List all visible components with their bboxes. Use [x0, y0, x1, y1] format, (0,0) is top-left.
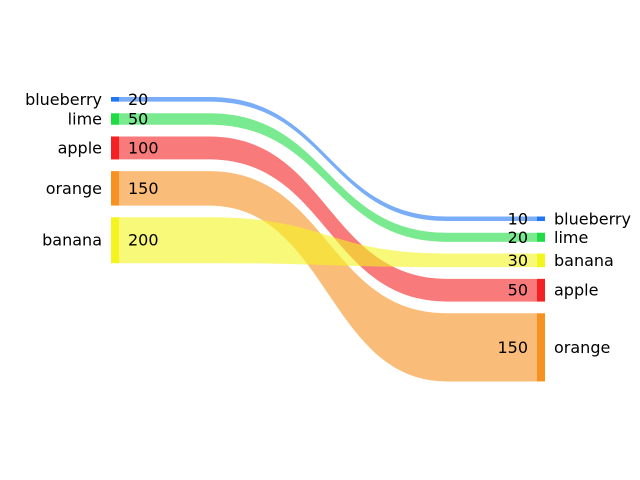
left-node-blueberry — [111, 97, 119, 102]
nodes-layer — [111, 97, 545, 382]
flow-lime-to-lime — [119, 113, 537, 242]
left-value-banana: 200 — [128, 231, 159, 250]
flow-apple-to-apple — [119, 136, 537, 302]
right-label-apple: apple — [554, 281, 598, 300]
right-node-orange — [537, 313, 545, 382]
right-label-blueberry: blueberry — [554, 209, 631, 228]
right-node-apple — [537, 278, 545, 302]
left-node-banana — [111, 217, 119, 264]
right-value-lime: 20 — [508, 228, 528, 247]
flow-banana-to-banana — [119, 217, 537, 268]
left-label-apple: apple — [58, 138, 102, 157]
flows-layer — [119, 97, 537, 382]
left-label-blueberry: blueberry — [25, 90, 102, 109]
right-value-banana: 30 — [508, 251, 528, 270]
left-value-lime: 50 — [128, 110, 148, 129]
flow-blueberry-to-blueberry — [119, 97, 537, 222]
flow-orange-to-orange — [119, 171, 537, 382]
left-node-apple — [111, 136, 119, 160]
right-value-blueberry: 10 — [508, 209, 528, 228]
left-value-orange: 150 — [128, 179, 159, 198]
labels-layer: blueberry 20 lime 50 apple 100 orange 150 banana… — [25, 90, 631, 357]
right-node-lime — [537, 232, 545, 242]
left-label-banana: banana — [42, 231, 102, 250]
left-value-blueberry: 20 — [128, 90, 148, 109]
right-value-orange: 150 — [497, 338, 528, 357]
right-label-lime: lime — [554, 228, 588, 247]
left-value-apple: 100 — [128, 138, 159, 157]
right-label-orange: orange — [554, 338, 610, 357]
left-label-orange: orange — [46, 179, 102, 198]
left-node-orange — [111, 171, 119, 206]
left-node-lime — [111, 113, 119, 125]
left-label-lime: lime — [68, 110, 102, 129]
right-value-apple: 50 — [508, 281, 528, 300]
right-node-banana — [537, 253, 545, 268]
right-label-banana: banana — [554, 251, 614, 270]
right-node-blueberry — [537, 216, 545, 222]
